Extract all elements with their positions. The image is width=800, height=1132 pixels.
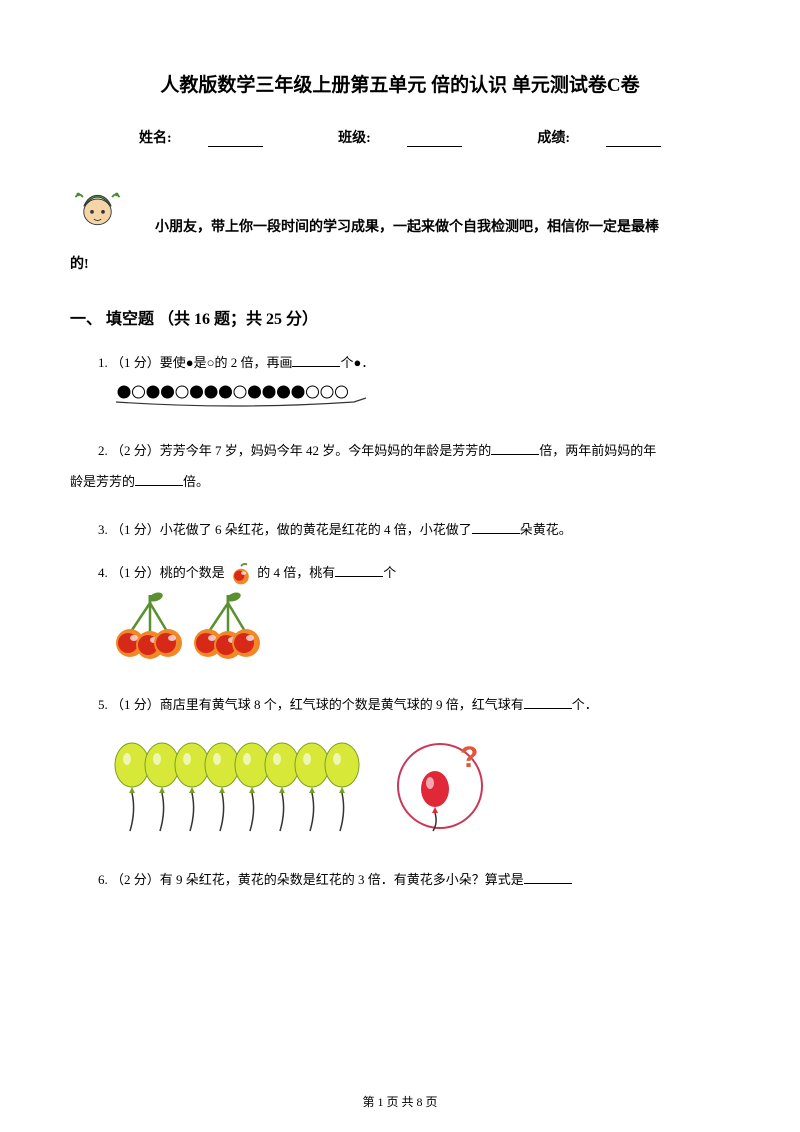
label-name: 姓名: [139,131,172,146]
question-6: 6. （2 分）有 9 朵红花，黄花的朵数是红花的 3 倍．有黄花多小朵？算式是 [70,866,730,893]
q5-balloons: ? [98,731,730,850]
label-class: 班级: [338,131,371,146]
q4-text-b: 的 4 倍，桃有 [257,565,335,580]
section-heading: 一、 填空题 （共 16 题；共 25 分） [70,305,730,329]
q2-text-a: 2. （2 分）芳芳今年 7 岁，妈妈今年 42 岁。今年妈妈的年龄是芳芳的 [98,443,491,458]
mascot-icon [70,177,125,232]
score-input[interactable] [606,146,661,147]
q2-blank-2[interactable] [135,485,183,486]
q5-text-b: 个． [572,697,598,712]
q5-text-a: 5. （1 分）商店里有黄气球 8 个，红气球的个数是黄气球的 9 倍，红气球有 [98,697,524,712]
mascot-text-tail: 的! [70,250,730,281]
q4-cherries [98,591,730,675]
q2-text-b: 倍，两年前妈妈的年 [539,443,656,458]
question-5: 5. （1 分）商店里有黄气球 8 个，红气球的个数是黄气球的 9 倍，红气球有… [70,691,730,850]
single-fruit-icon [228,561,254,587]
q4-blank[interactable] [335,576,383,577]
q3-blank[interactable] [472,533,520,534]
page-footer: 第 1 页 共 8 页 [0,1093,800,1110]
name-input[interactable] [208,146,263,147]
question-1: 1. （1 分）要使●是○的 2 倍，再画 个●． [70,349,730,422]
q5-blank[interactable] [524,708,572,709]
q1-circles [98,382,730,421]
label-score: 成绩: [537,131,570,146]
mascot-row: 小朋友，带上你一段时间的学习成果，一起来做个自我检测吧，相信你一定是最棒 [70,177,730,244]
question-4: 4. （1 分）桃的个数是 的 4 倍，桃有 个 [70,559,730,675]
q4-text-c: 个 [383,565,396,580]
q2-text-c: 龄是芳芳的 [70,474,135,489]
q2-blank-1[interactable] [491,454,539,455]
question-2: 2. （2 分）芳芳今年 7 岁，妈妈今年 42 岁。今年妈妈的年龄是芳芳的 倍，… [70,437,730,496]
class-input[interactable] [407,146,462,147]
q1-blank[interactable] [292,366,340,367]
q4-text-a: 4. （1 分）桃的个数是 [98,565,228,580]
q1-text-a: 1. （1 分）要使●是○的 2 倍，再画 [98,355,292,370]
q1-text-b: 个●． [340,355,374,370]
question-3: 3. （1 分）小花做了 6 朵红花，做的黄花是红花的 4 倍，小花做了 朵黄花。 [70,516,730,543]
q3-text-a: 3. （1 分）小花做了 6 朵红花，做的黄花是红花的 4 倍，小花做了 [98,522,472,537]
mascot-text: 小朋友，带上你一段时间的学习成果，一起来做个自我检测吧，相信你一定是最棒 [155,177,659,244]
svg-text:?: ? [460,741,478,774]
student-info-row: 姓名: 班级: 成绩: [70,127,730,147]
q3-text-b: 朵黄花。 [520,522,572,537]
q2-text-d: 倍。 [183,474,209,489]
q6-text-a: 6. （2 分）有 9 朵红花，黄花的朵数是红花的 3 倍．有黄花多小朵？算式是 [98,872,524,887]
page-title: 人教版数学三年级上册第五单元 倍的认识 单元测试卷C卷 [70,70,730,97]
q6-blank[interactable] [524,883,572,884]
